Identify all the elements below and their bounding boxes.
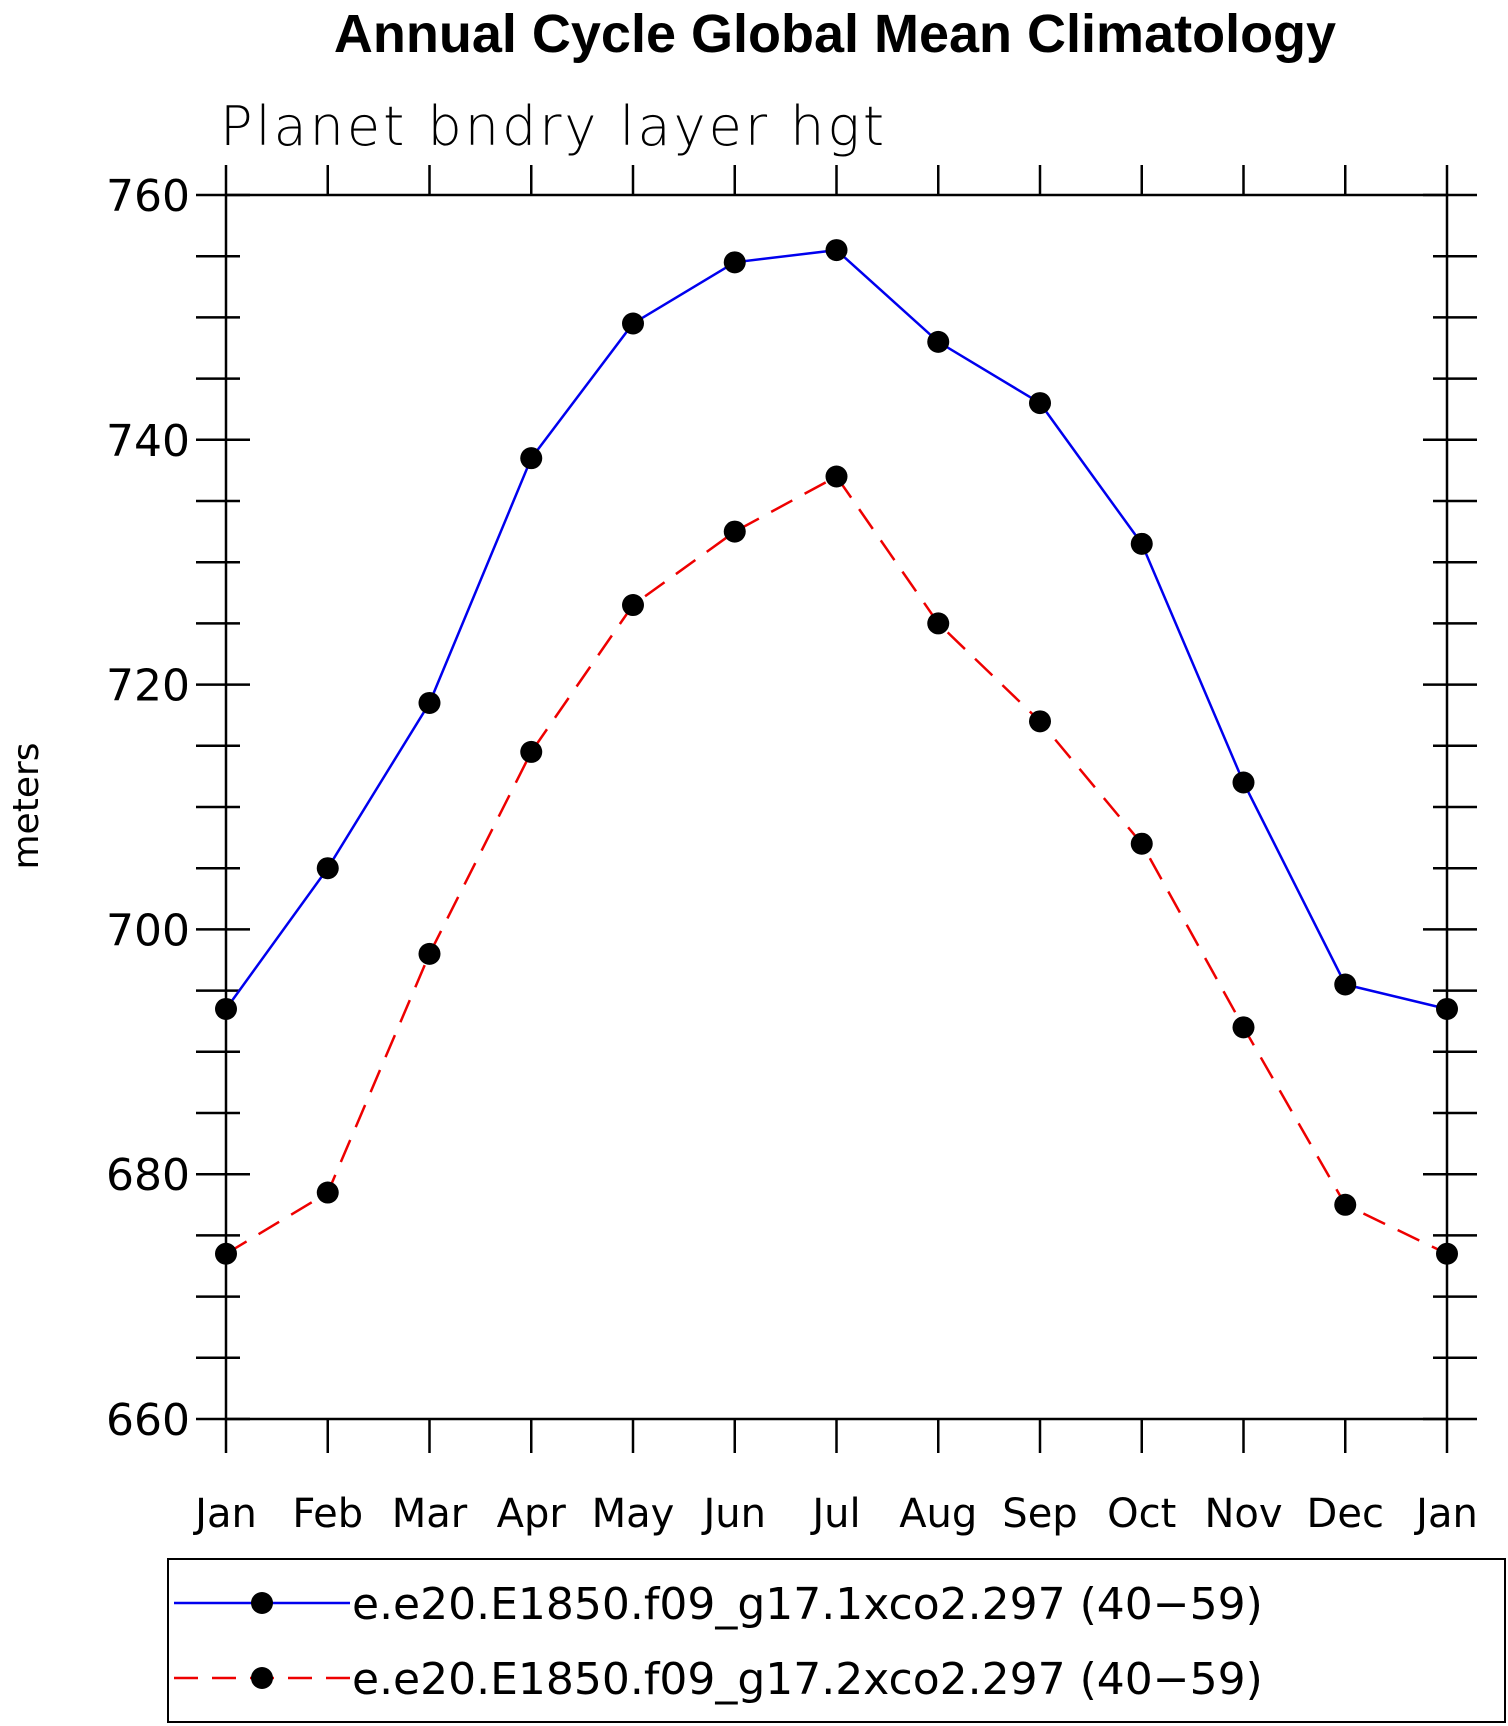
data-point [418, 942, 441, 965]
data-point [316, 857, 339, 880]
y-tick-label: 760 [106, 171, 190, 222]
x-tick-label: Dec [1307, 1491, 1384, 1537]
x-tick-label: Jul [809, 1491, 860, 1537]
legend-box [167, 1558, 1506, 1723]
legend-swatch-marker [251, 1667, 273, 1689]
data-point [1130, 832, 1153, 855]
x-tick-label: Oct [1107, 1491, 1176, 1537]
axis-ticks [196, 165, 1477, 1453]
data-point [825, 239, 848, 262]
x-tick-label: Jan [1413, 1491, 1478, 1537]
x-tick-label: Mar [392, 1491, 468, 1537]
tick-labels: Jan Feb Mar Apr May Jun Jul Aug Sep Oct Nov Dec Jan6… [106, 171, 1478, 1537]
y-tick-label: 720 [106, 661, 190, 712]
legend-label: e.e20.E1850.f09_g17.1xco2.297 (40−59) [352, 1579, 1263, 1630]
x-tick-label: May [592, 1491, 675, 1537]
data-point [520, 740, 543, 763]
x-tick-label: Jan [192, 1491, 257, 1537]
data-point [927, 612, 950, 635]
x-tick-label: Jun [701, 1491, 767, 1537]
x-tick-label: Apr [497, 1491, 567, 1537]
x-tick-label: Feb [292, 1491, 363, 1537]
y-tick-label: 740 [106, 416, 190, 467]
x-tick-label: Sep [1002, 1491, 1077, 1537]
legend-label: e.e20.E1850.f09_g17.2xco2.297 (40−59) [352, 1654, 1263, 1705]
data-point [1334, 1193, 1357, 1216]
x-tick-label: Nov [1204, 1491, 1282, 1537]
x-tick-label: Aug [899, 1491, 977, 1537]
data-point [1232, 1016, 1255, 1039]
data-point [622, 594, 644, 617]
data-point [1029, 392, 1051, 415]
chart-title: Annual Cycle Global Mean Climatology [334, 4, 1336, 64]
data-point [1029, 710, 1051, 733]
data-point [520, 447, 543, 470]
data-point [927, 330, 950, 353]
y-tick-label: 700 [106, 905, 190, 956]
legend: e.e20.E1850.f09_g17.1xco2.297 (40−59) e.… [167, 1558, 1506, 1723]
series-line [224, 248, 1448, 1011]
data-point [1334, 973, 1357, 996]
legend-swatch-marker [251, 1592, 273, 1614]
y-axis-label: meters [6, 742, 47, 869]
y-tick-label: 680 [106, 1150, 190, 1201]
data-point [1130, 532, 1153, 555]
series-line [225, 474, 1448, 1255]
data-point [723, 520, 746, 543]
data-series [215, 239, 1458, 1265]
data-point [418, 691, 441, 714]
data-point [622, 312, 644, 335]
data-point [1232, 771, 1255, 794]
data-point [316, 1181, 339, 1204]
data-point [723, 251, 746, 274]
y-tick-label: 660 [106, 1395, 190, 1446]
data-point [825, 465, 848, 488]
chart-subtitle: Planet bndry layer hgt [220, 95, 887, 158]
plot-frame [224, 193, 1449, 1421]
